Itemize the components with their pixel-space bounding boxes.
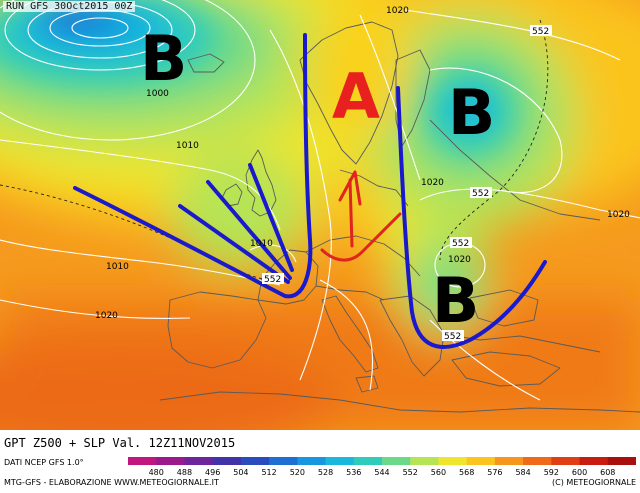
geopotential-field xyxy=(0,0,640,430)
color-scale-legend: 480 488 496 504 512 520 528 536 544 552 560 568 576 5… xyxy=(128,457,636,477)
legend-swatch xyxy=(438,457,468,465)
low-pressure-label-russia: B xyxy=(448,76,495,149)
legend-tick-label: 600 xyxy=(572,468,587,477)
legend-swatch xyxy=(410,457,439,465)
isobar-label: 1010 xyxy=(106,262,129,272)
legend-tick-label: 544 xyxy=(374,468,389,477)
isobar-label: 1020 xyxy=(386,6,409,16)
legend-swatch xyxy=(466,457,496,465)
legend-swatch xyxy=(382,457,411,465)
z500-label: 552 xyxy=(472,189,489,199)
legend-tick-label: 528 xyxy=(318,468,333,477)
credit-left: MTG-GFS - ELABORAZIONE WWW.METEOGIORNALE… xyxy=(4,478,219,487)
trough-arrow-2 xyxy=(248,163,294,272)
legend-swatch xyxy=(325,457,355,465)
data-source-label: DATI NCEP GFS 1.0° xyxy=(4,458,84,467)
low-pressure-label-balkans: B xyxy=(432,264,479,337)
legend-tick-label: 504 xyxy=(233,468,248,477)
legend-swatch xyxy=(494,457,524,465)
legend-swatch xyxy=(184,457,214,465)
legend-tick-label: 584 xyxy=(515,468,530,477)
legend-tick-label: 488 xyxy=(177,468,192,477)
map-footer: GPT Z500 + SLP Val. 12Z11NOV2015 DATI NC… xyxy=(0,430,640,493)
legend-tick-label: 576 xyxy=(487,468,502,477)
isobar-label: 1020 xyxy=(421,178,444,188)
legend-swatch xyxy=(551,457,581,465)
legend-tick-label: 552 xyxy=(403,468,418,477)
ridge-axis xyxy=(320,170,402,262)
legend-swatch xyxy=(240,457,270,465)
high-pressure-label-scandinavia: A xyxy=(332,60,380,133)
z500-label: 552 xyxy=(264,275,281,285)
trough-axes xyxy=(73,33,547,349)
trough-arrow-1 xyxy=(206,180,292,280)
isobar-label: 1020 xyxy=(95,311,118,321)
legend-tick-label: 568 xyxy=(459,468,474,477)
z500-label: 552 xyxy=(532,27,549,37)
low-pressure-label-north-atlantic: B xyxy=(140,22,187,95)
credit-right: (C) METEOGIORNALE xyxy=(552,478,636,487)
legend-tick-label: 536 xyxy=(346,468,361,477)
legend-swatch xyxy=(579,457,609,465)
legend-tick-label: 512 xyxy=(261,468,276,477)
isobar-label: 1020 xyxy=(607,210,630,220)
trough-axis-west xyxy=(73,33,313,299)
isobar-label: 1010 xyxy=(176,141,199,151)
isobar-label: 1000 xyxy=(146,89,169,99)
legend-swatch xyxy=(297,457,327,465)
trough-axis-east xyxy=(396,86,547,349)
isobar-label: 1010 xyxy=(250,239,273,249)
legend-tick-label: 560 xyxy=(431,468,446,477)
legend-swatch xyxy=(212,457,242,465)
z500-labels: 552 552 552 552 552 xyxy=(262,25,552,342)
legend-tick-label: 592 xyxy=(544,468,559,477)
isobar-label: 1020 xyxy=(448,255,471,265)
legend-swatch xyxy=(156,457,185,465)
trough-arrow-3 xyxy=(178,204,290,284)
legend-swatch xyxy=(523,457,552,465)
run-label: RUN GFS 30Oct2015 00Z xyxy=(3,1,136,12)
legend-swatch xyxy=(269,457,298,465)
map-title: GPT Z500 + SLP Val. 12Z11NOV2015 xyxy=(4,436,236,450)
isobar-labels: 1020 1000 1010 1020 1010 1010 1020 1020 … xyxy=(95,6,630,321)
legend-swatch xyxy=(607,457,636,465)
z500-label: 552 xyxy=(444,332,461,342)
legend-tick-label: 520 xyxy=(290,468,305,477)
z500-label: 552 xyxy=(452,239,469,249)
europe-z500-slp-map: B A B B 1020 1000 1010 1020 1010 1010 10… xyxy=(0,0,640,430)
legend-tick-label: 608 xyxy=(600,468,615,477)
legend-tick-label: 496 xyxy=(205,468,220,477)
legend-swatch xyxy=(353,457,383,465)
legend-tick-label: 480 xyxy=(149,468,164,477)
legend-swatch xyxy=(128,457,157,465)
